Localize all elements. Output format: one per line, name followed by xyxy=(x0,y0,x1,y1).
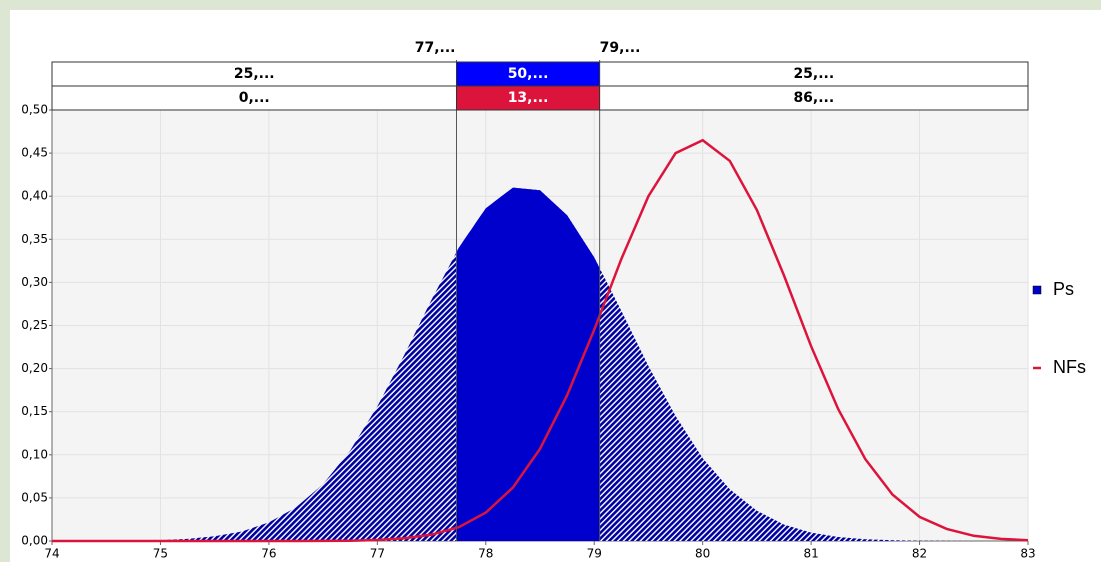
x-tick-label: 78 xyxy=(478,547,493,561)
interval-label: 13,... xyxy=(508,90,549,106)
y-tick-label: 0,25 xyxy=(21,318,48,332)
x-tick-label: 74 xyxy=(44,547,59,561)
area-highlight xyxy=(456,187,600,541)
y-tick-label: 0,35 xyxy=(21,232,48,246)
y-tick-label: 0,15 xyxy=(21,404,48,418)
x-tick-label: 75 xyxy=(153,547,168,561)
x-tick-label: 83 xyxy=(1020,547,1035,561)
interval-cell xyxy=(599,61,1029,87)
y-tick-label: 0,10 xyxy=(21,447,48,461)
x-tick-label: 79 xyxy=(587,547,602,561)
interval-label: 86,... xyxy=(793,90,834,106)
y-tick-label: 0,20 xyxy=(21,361,48,375)
bound-label: 77,... xyxy=(415,40,456,56)
y-tick-label: 0,40 xyxy=(21,189,48,203)
y-tick-label: 0,50 xyxy=(21,103,48,117)
y-tick-label: 0,00 xyxy=(21,534,48,548)
x-tick-label: 80 xyxy=(695,547,710,561)
x-tick-label: 81 xyxy=(803,547,818,561)
interval-label: 50,... xyxy=(508,66,549,82)
interval-cell xyxy=(51,61,457,87)
legend-label: Ps xyxy=(1053,279,1074,299)
interval-label: 25,... xyxy=(234,66,275,82)
legend-label: NFs xyxy=(1053,357,1086,377)
y-tick-label: 0,45 xyxy=(21,146,48,160)
x-tick-label: 76 xyxy=(261,547,276,561)
x-tick-label: 82 xyxy=(912,547,927,561)
interval-cell xyxy=(455,85,601,111)
interval-cell xyxy=(599,85,1029,111)
interval-cell xyxy=(455,61,601,87)
bound-label: 79,... xyxy=(600,40,641,56)
interval-label: 0,... xyxy=(239,90,270,106)
interval-label: 25,... xyxy=(793,66,834,82)
y-tick-label: 0,05 xyxy=(21,490,48,504)
x-tick-label: 77 xyxy=(370,547,385,561)
line xyxy=(52,138,1029,543)
y-tick-label: 0,30 xyxy=(21,275,48,289)
legend-swatch xyxy=(1032,285,1042,295)
